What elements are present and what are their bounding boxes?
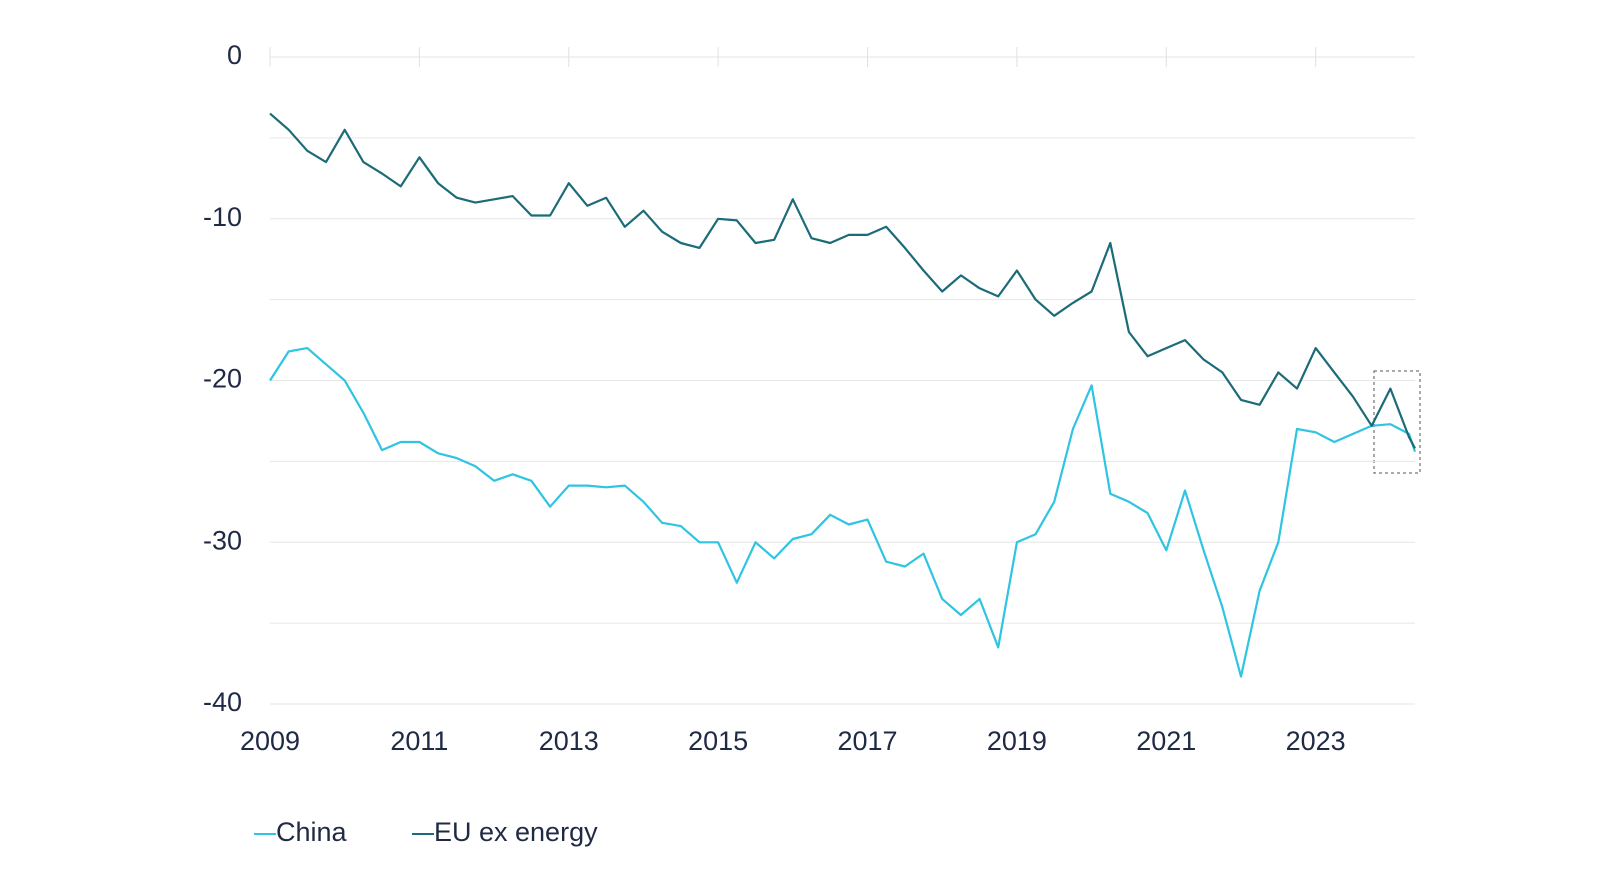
highlight-box: [1373, 370, 1421, 474]
x-tick-label: 2011: [390, 726, 448, 756]
y-tick-label: -20: [203, 364, 242, 394]
x-tick-label: 2009: [240, 726, 300, 756]
y-tick-label: -30: [203, 525, 242, 555]
series-line: [269, 112, 1416, 449]
y-tick-label: 0: [227, 40, 242, 70]
x-tick-label: 2015: [688, 726, 748, 756]
x-tick-label: 2017: [837, 726, 897, 756]
legend-label: EU ex energy: [434, 817, 598, 847]
x-tick-label: 2021: [1136, 726, 1196, 756]
x-tick-label: 2013: [539, 726, 599, 756]
legend-label: China: [276, 817, 348, 847]
x-tick-label: 2019: [987, 726, 1047, 756]
y-tick-label: -40: [203, 687, 242, 717]
y-tick-label: -10: [203, 202, 242, 232]
x-tick-label: 2023: [1286, 726, 1346, 756]
series-line: [269, 347, 1417, 678]
